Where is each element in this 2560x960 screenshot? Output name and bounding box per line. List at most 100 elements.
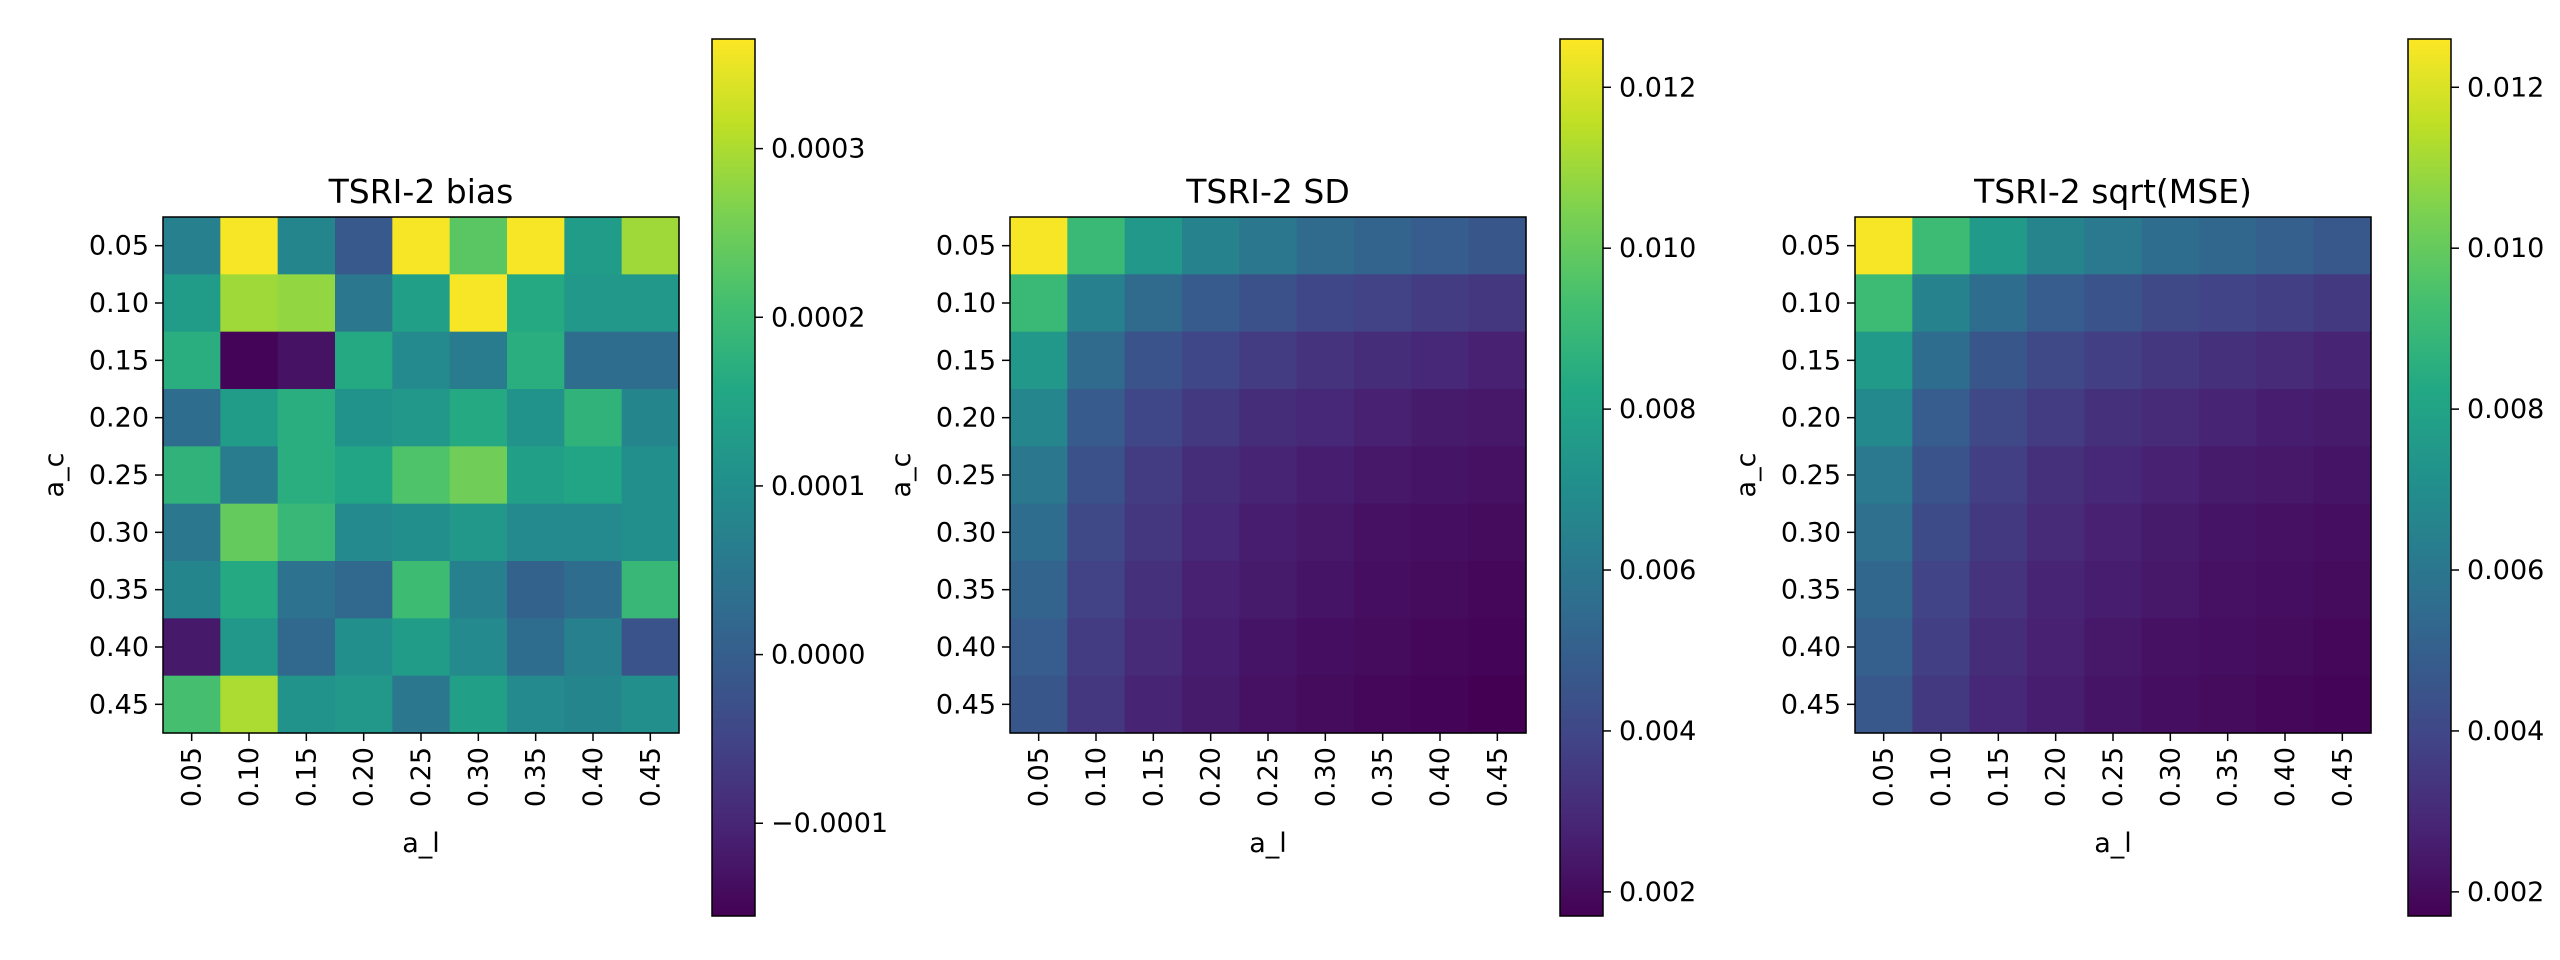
heatmap-cell-r3-c7 bbox=[1354, 331, 1412, 390]
heatmap-cell-r6-c3 bbox=[277, 503, 336, 562]
heatmap-cell-r3-c5 bbox=[1239, 331, 1298, 390]
x-tick-label: 0.10 bbox=[1081, 747, 1112, 807]
heatmap-cell-r6-c3 bbox=[1124, 503, 1183, 562]
heatmap-cell-r9-c2 bbox=[1912, 675, 1971, 734]
heatmap-cell-r8-c4 bbox=[335, 618, 393, 677]
x-tick-label: 0.15 bbox=[1138, 747, 1169, 807]
x-tick-label: 0.10 bbox=[1926, 747, 1957, 807]
heatmap-cell-r8-c2 bbox=[1912, 618, 1971, 677]
heatmap-cell-r8-c9 bbox=[2313, 618, 2372, 677]
heatmap-cell-r7-c2 bbox=[1067, 561, 1126, 619]
heatmap-cell-r4-c9 bbox=[621, 389, 680, 447]
x-tick-label: 0.35 bbox=[1368, 747, 1399, 807]
heatmap-cell-r3-c9 bbox=[2313, 331, 2372, 390]
x-tick-label: 0.45 bbox=[2327, 747, 2358, 807]
heatmap-cell-r9-c8 bbox=[564, 675, 623, 734]
heatmap-cell-r1-c8 bbox=[564, 217, 623, 275]
heatmap-cell-r3-c5 bbox=[2084, 331, 2143, 390]
heatmap-cell-r3-c2 bbox=[1912, 331, 1971, 390]
heatmap-cell-r6-c8 bbox=[2256, 503, 2315, 562]
heatmap-cell-r3-c4 bbox=[335, 331, 393, 390]
heatmap-cell-r4-c6 bbox=[1296, 389, 1355, 447]
heatmap-cell-r7-c8 bbox=[2256, 561, 2315, 619]
heatmap-cell-r1-c5 bbox=[1239, 217, 1298, 275]
heatmap-cell-r8-c5 bbox=[1239, 618, 1298, 677]
heatmap-cell-r1-c9 bbox=[2313, 217, 2372, 275]
heatmap-cell-r2-c8 bbox=[2256, 274, 2315, 333]
heatmap-cell-r7-c5 bbox=[1239, 561, 1298, 619]
heatmap-cell-r8-c2 bbox=[220, 618, 279, 677]
heatmap-cell-r9-c7 bbox=[507, 675, 565, 734]
colorbar-tick-label: 0.0000 bbox=[771, 640, 865, 671]
heatmap-cell-r6-c2 bbox=[1912, 503, 1971, 562]
y-tick-label: 0.30 bbox=[1781, 517, 1841, 548]
heatmap-cell-r2-c1 bbox=[1855, 274, 1913, 333]
heatmap-cell-r4-c7 bbox=[1354, 389, 1412, 447]
heatmap-cell-r5-c3 bbox=[1124, 446, 1183, 505]
heatmap-cell-r2-c9 bbox=[621, 274, 680, 333]
heatmap-cell-r3-c3 bbox=[1969, 331, 2028, 390]
heatmap-cell-r7-c4 bbox=[335, 561, 393, 619]
heatmap-cell-r1-c1 bbox=[1010, 217, 1068, 275]
heatmap-cell-r7-c9 bbox=[2313, 561, 2372, 619]
heatmap-cell-r9-c4 bbox=[2027, 675, 2085, 734]
heatmap-cell-r7-c5 bbox=[2084, 561, 2143, 619]
colorbar-tick-label: 0.012 bbox=[1619, 72, 1696, 103]
heatmap-cell-r1-c5 bbox=[2084, 217, 2143, 275]
heatmap-cell-r2-c6 bbox=[2141, 274, 2200, 333]
heatmap-cell-r7-c6 bbox=[449, 561, 508, 619]
heatmap-cell-r1-c4 bbox=[1182, 217, 1240, 275]
y-axis-label: a_c bbox=[1731, 453, 1762, 498]
heatmap-cell-r7-c7 bbox=[2199, 561, 2257, 619]
heatmap-cell-r4-c8 bbox=[2256, 389, 2315, 447]
heatmap-cell-r4-c5 bbox=[392, 389, 451, 447]
heatmap-cell-r4-c4 bbox=[2027, 389, 2085, 447]
heatmap-cell-r5-c8 bbox=[1411, 446, 1470, 505]
heatmap-cell-r8-c6 bbox=[1296, 618, 1355, 677]
heatmap-cell-r2-c7 bbox=[2199, 274, 2257, 333]
heatmap-cell-r1-c3 bbox=[1124, 217, 1183, 275]
heatmap-cell-r9-c1 bbox=[1010, 675, 1068, 734]
y-tick-label: 0.25 bbox=[89, 460, 149, 491]
heatmap-cell-r1-c6 bbox=[2141, 217, 2200, 275]
x-tick-label: 0.45 bbox=[635, 747, 666, 807]
heatmap-cell-r9-c3 bbox=[1969, 675, 2028, 734]
heatmap-cell-r2-c6 bbox=[449, 274, 508, 333]
heatmap-cell-r6-c1 bbox=[163, 503, 221, 562]
heatmap-cell-r8-c7 bbox=[2199, 618, 2257, 677]
x-axis-label: a_l bbox=[2094, 828, 2132, 859]
heatmap-cell-r2-c3 bbox=[1124, 274, 1183, 333]
heatmap-cell-r8-c9 bbox=[621, 618, 680, 677]
heatmap-cell-r2-c5 bbox=[2084, 274, 2143, 333]
heatmap-cell-r7-c8 bbox=[564, 561, 623, 619]
heatmap-cell-r1-c8 bbox=[2256, 217, 2315, 275]
heatmap-cell-r4-c3 bbox=[277, 389, 336, 447]
heatmap-cell-r9-c4 bbox=[335, 675, 393, 734]
heatmap-cell-r5-c2 bbox=[1912, 446, 1971, 505]
heatmap-cell-r7-c3 bbox=[277, 561, 336, 619]
heatmap-cell-r4-c5 bbox=[1239, 389, 1298, 447]
heatmap-cell-r5-c8 bbox=[2256, 446, 2315, 505]
heatmap-cell-r1-c3 bbox=[277, 217, 336, 275]
heatmap-cell-r9-c2 bbox=[220, 675, 279, 734]
heatmap-cell-r1-c2 bbox=[220, 217, 279, 275]
heatmap-cell-r3-c5 bbox=[392, 331, 451, 390]
y-tick-label: 0.40 bbox=[1781, 632, 1841, 663]
colorbar-tick-label: 0.006 bbox=[1619, 555, 1696, 586]
y-tick-label: 0.30 bbox=[89, 517, 149, 548]
heatmap-cell-r7-c2 bbox=[220, 561, 279, 619]
heatmap-cell-r2-c2 bbox=[1067, 274, 1126, 333]
heatmap-cell-r2-c7 bbox=[507, 274, 565, 333]
heatmap-cell-r9-c3 bbox=[1124, 675, 1183, 734]
heatmap-cell-r2-c8 bbox=[564, 274, 623, 333]
heatmap-cell-r8-c1 bbox=[1855, 618, 1913, 677]
heatmap-cell-r7-c6 bbox=[1296, 561, 1355, 619]
heatmap-cell-r6-c1 bbox=[1010, 503, 1068, 562]
y-tick-label: 0.45 bbox=[1781, 689, 1841, 720]
heatmap-cell-r1-c1 bbox=[163, 217, 221, 275]
heatmap-cell-r6-c6 bbox=[2141, 503, 2200, 562]
colorbar-tick-label: 0.004 bbox=[1619, 716, 1696, 747]
heatmap-cell-r1-c7 bbox=[1354, 217, 1412, 275]
y-tick-label: 0.15 bbox=[1781, 345, 1841, 376]
heatmap-cell-r4-c5 bbox=[2084, 389, 2143, 447]
